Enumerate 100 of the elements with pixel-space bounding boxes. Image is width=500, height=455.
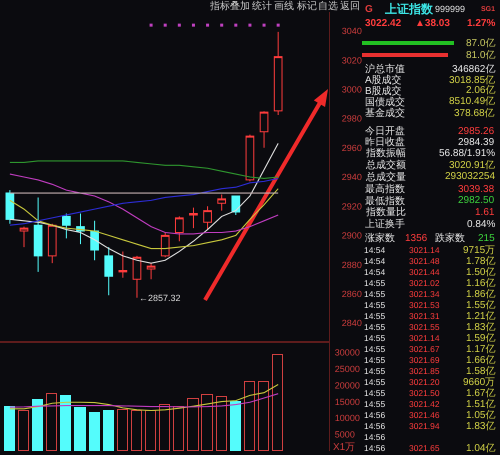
text: 最高指数	[365, 183, 405, 195]
text: 1.16亿	[466, 278, 496, 289]
text: 统计	[252, 0, 272, 12]
text: 2985.26	[458, 126, 495, 137]
candlestick	[104, 246, 114, 296]
text: 3021.55	[409, 322, 440, 332]
text: 8510.49亿	[449, 96, 496, 107]
text: 1.86亿	[466, 289, 496, 300]
candlestick	[62, 213, 71, 239]
text: G	[365, 4, 373, 15]
text: 14:55	[364, 377, 386, 387]
text: 9715万	[463, 245, 496, 256]
text: 9660万	[463, 377, 496, 388]
candlestick	[246, 134, 254, 182]
text: 上证换手	[365, 218, 405, 230]
text: 1.04亿	[466, 443, 496, 454]
bar	[244, 381, 255, 451]
text: 14:56	[364, 421, 386, 431]
text: 2984.39	[458, 137, 495, 148]
candlestick	[217, 194, 226, 212]
text: 指数振幅	[365, 147, 406, 159]
text: 378.68亿	[454, 108, 495, 119]
text: 56.88/1.91%	[439, 148, 496, 159]
bar	[216, 396, 227, 451]
text: 14:54	[364, 267, 386, 277]
text: 指数量比	[365, 206, 406, 218]
text: 总成交额	[365, 159, 406, 171]
bar	[4, 406, 15, 451]
text: 3021.50	[409, 388, 440, 398]
text: 3021.20	[409, 377, 440, 387]
bar	[258, 381, 269, 451]
text: 1.59亿	[466, 333, 496, 344]
y-tick-label: 3040	[342, 26, 362, 36]
data-label: 81.0亿	[466, 50, 496, 61]
y-tick-label: 2980	[342, 114, 362, 124]
text: 3021.31	[409, 311, 440, 321]
text: 今日开盘	[365, 125, 405, 137]
y-tick-label: 3000	[342, 84, 362, 95]
text: 画线	[274, 0, 294, 12]
text: 14:55	[364, 278, 386, 288]
bar	[131, 410, 142, 451]
bar	[60, 395, 71, 451]
candlestick	[260, 110, 268, 148]
bar	[187, 398, 199, 451]
text: 3021.85	[409, 366, 440, 376]
text: 叠加	[230, 0, 250, 12]
text: 14:55	[364, 289, 386, 299]
line-series	[9, 142, 279, 264]
bar	[117, 409, 128, 451]
text: 1.17亿	[466, 344, 496, 355]
text: 3021.53	[409, 300, 440, 310]
text: 标记	[296, 0, 317, 12]
text: 14:55	[364, 333, 386, 343]
text: 3021.42	[409, 399, 440, 409]
text: 1356	[405, 233, 428, 244]
text: 293032254	[445, 171, 496, 182]
y-tick-label: 15000	[334, 396, 360, 407]
text: 1.51亿	[466, 399, 496, 410]
text: 2.06亿	[466, 85, 496, 96]
text: 999999	[435, 4, 466, 14]
text: 指标	[209, 0, 230, 12]
text: B股成交	[365, 85, 402, 97]
text: 3022.42	[365, 18, 402, 29]
bar	[103, 410, 114, 451]
annotation: ←2857.32	[139, 293, 181, 303]
text: 1.50亿	[466, 267, 496, 278]
text: 1.61	[475, 207, 495, 218]
text: 215	[478, 233, 496, 244]
text: 14:56	[364, 432, 386, 442]
text: 346862亿	[452, 64, 496, 75]
bar	[272, 354, 283, 451]
bar	[18, 410, 29, 451]
text: 14:55	[364, 388, 386, 398]
candlestick	[34, 196, 42, 272]
bar	[145, 410, 156, 451]
text: 2982.50	[458, 195, 495, 206]
y-axis-title: X1万	[333, 442, 356, 453]
text: 0.84%	[467, 219, 496, 230]
text: 最低指数	[365, 195, 405, 207]
bar	[46, 393, 57, 451]
text: 1.78亿	[466, 256, 496, 267]
text: 1.83亿	[466, 421, 496, 432]
text: 1.05亿	[466, 410, 496, 421]
y-tick-label: 2840	[342, 318, 362, 328]
line-series	[9, 384, 279, 412]
y-tick-label: 25000	[334, 364, 360, 374]
candlestick	[20, 226, 28, 248]
text: 3039.38	[458, 184, 495, 195]
y-tick-label: 2920	[342, 201, 362, 212]
text: 14:56	[364, 443, 386, 453]
text: 总成交量	[365, 171, 406, 183]
line-series	[9, 174, 279, 234]
text: 自选	[318, 0, 338, 12]
text: 跌家数	[435, 232, 465, 244]
y-tick-label: 2940	[342, 172, 362, 182]
text: A股成交	[365, 74, 402, 86]
text: 1.66亿	[466, 355, 496, 366]
candlestick	[203, 206, 212, 230]
text: 14:55	[364, 399, 386, 409]
text: 14:55	[364, 344, 386, 354]
